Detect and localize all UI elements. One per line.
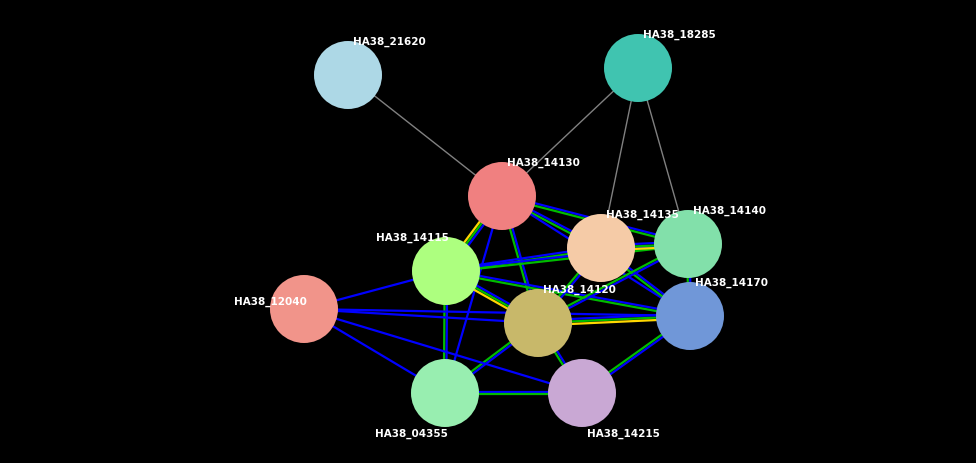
Circle shape xyxy=(411,359,479,427)
Text: HA38_04355: HA38_04355 xyxy=(375,429,448,439)
Text: HA38_21620: HA38_21620 xyxy=(353,37,426,47)
Circle shape xyxy=(468,162,536,230)
Circle shape xyxy=(548,359,616,427)
Text: HA38_14130: HA38_14130 xyxy=(507,158,580,168)
Text: HA38_18285: HA38_18285 xyxy=(643,30,715,40)
Text: HA38_14120: HA38_14120 xyxy=(543,285,616,295)
Circle shape xyxy=(604,34,672,102)
Text: HA38_12040: HA38_12040 xyxy=(234,297,306,307)
Circle shape xyxy=(567,214,635,282)
Circle shape xyxy=(412,237,480,305)
Circle shape xyxy=(654,210,722,278)
Circle shape xyxy=(656,282,724,350)
Text: HA38_14135: HA38_14135 xyxy=(606,210,679,220)
Text: HA38_14140: HA38_14140 xyxy=(693,206,766,216)
Text: HA38_14215: HA38_14215 xyxy=(587,429,660,439)
Text: HA38_14170: HA38_14170 xyxy=(695,278,768,288)
Circle shape xyxy=(504,289,572,357)
Circle shape xyxy=(270,275,338,343)
Text: HA38_14115: HA38_14115 xyxy=(376,233,449,243)
Circle shape xyxy=(314,41,382,109)
